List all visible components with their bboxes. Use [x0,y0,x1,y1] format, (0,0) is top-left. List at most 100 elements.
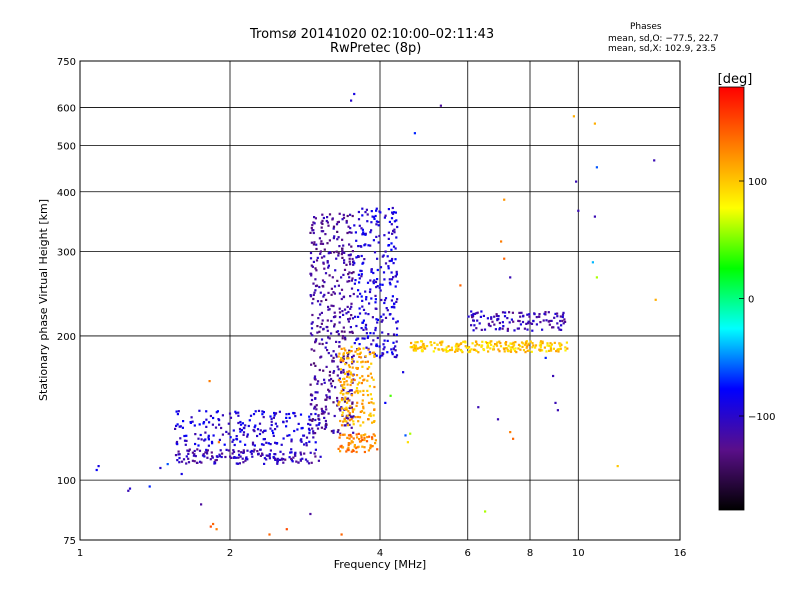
echo-point [383,216,386,219]
echo-point [370,268,373,271]
echo-point [250,452,253,455]
echo-point [371,421,374,424]
echo-point [376,321,379,324]
echo-point [303,443,306,446]
echo-point [392,317,395,320]
echo-point [350,406,353,409]
echo-point [342,371,345,374]
echo-point [564,320,567,323]
echo-point [477,406,480,409]
echo-point [395,300,398,303]
echo-point [503,350,506,353]
echo-point [517,319,520,322]
echo-point [504,311,507,314]
echo-point [351,317,355,320]
echo-point [335,353,338,356]
echo-point [310,322,313,325]
echo-point [262,416,265,419]
echo-point [346,214,349,218]
echo-point [322,230,325,233]
echo-point [272,432,275,435]
echo-point [327,308,330,311]
echo-point [344,349,347,352]
echo-point [234,410,237,413]
echo-point [185,434,188,437]
echo-point [420,349,423,352]
echo-point [348,413,351,417]
echo-point [351,408,354,411]
echo-point [364,355,367,358]
echo-point [253,448,256,451]
echo-point [221,433,224,436]
echo-point [331,276,334,279]
echo-point [353,408,356,411]
echo-point [500,240,503,243]
echo-point [368,385,371,388]
echo-point [342,378,345,381]
echo-point [360,327,363,330]
echo-point [347,442,350,445]
echo-point [244,443,247,446]
echo-point [534,344,538,347]
echo-point [390,248,393,251]
echo-point [320,412,323,415]
echo-point [493,323,496,326]
echo-point [325,325,328,329]
echo-point [342,216,346,219]
grid-lines [80,61,680,540]
echo-point [207,436,210,439]
echo-point [387,208,390,211]
echo-point [229,416,233,419]
echo-point [347,434,351,437]
echo-point [395,219,398,222]
echo-point [208,380,211,383]
echo-point [504,347,507,350]
echo-point [357,210,360,214]
echo-point [464,341,467,344]
echo-point [148,485,151,488]
echo-point [340,399,343,402]
echo-point [508,321,511,324]
echo-point [310,226,313,230]
y-tick-label: 400 [57,188,76,199]
echo-point [373,217,376,220]
echo-point [350,373,353,376]
echo-point [385,307,388,310]
echo-point [498,340,501,343]
echo-point [509,342,512,345]
echo-point [321,342,324,346]
echo-point [653,159,656,162]
echo-point [354,231,357,234]
echo-point [233,456,236,459]
echo-point [368,435,371,438]
echo-point [259,429,262,432]
echo-point [267,442,270,445]
echo-point [308,415,311,418]
echo-point [352,354,355,357]
echo-point [353,378,356,382]
echo-point [194,455,197,458]
echo-point [305,444,308,447]
echo-point [556,322,559,325]
echo-point [337,355,340,358]
y-tick-label: 75 [63,536,76,547]
echo-point [237,450,240,453]
echo-point [296,428,299,431]
echo-point [470,310,473,313]
echo-point [376,336,379,340]
echo-point [265,458,268,461]
echo-point [317,417,320,420]
echo-point [209,458,212,461]
echo-point [341,247,344,250]
echo-point [232,449,235,452]
echo-point [326,329,329,332]
echo-point [323,416,326,419]
echo-point [355,387,359,390]
echo-point [518,311,521,314]
echo-point [242,426,245,429]
echo-point [333,285,337,288]
echo-point [245,457,248,460]
echo-point [337,236,340,239]
echo-point [390,223,393,226]
echo-point [392,245,396,248]
